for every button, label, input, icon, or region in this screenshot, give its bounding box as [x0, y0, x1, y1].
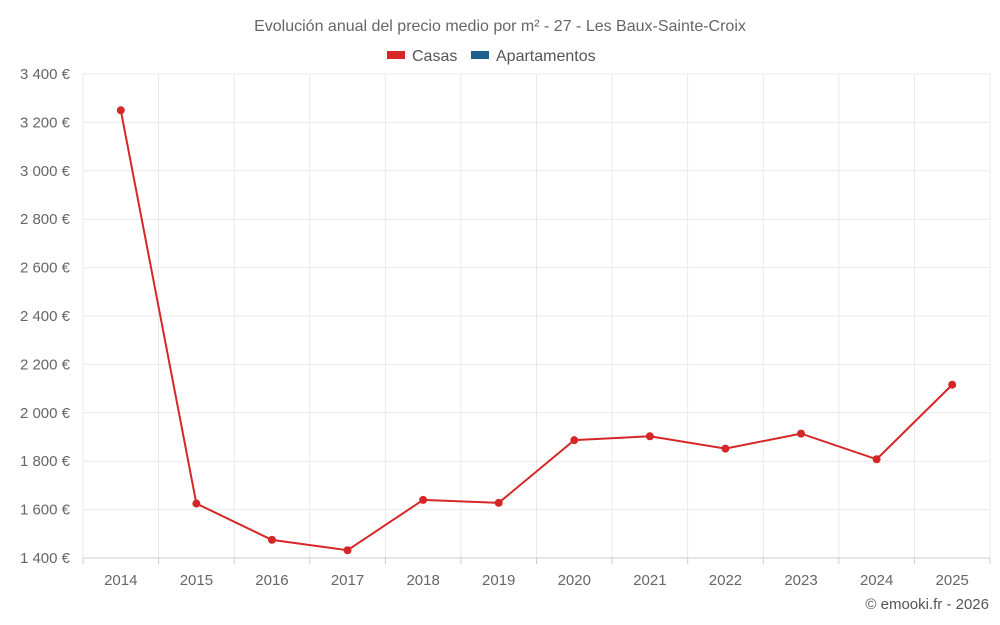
- y-axis: 1 400 € 1 600 € 1 800 € 2 000 € 2 200 € 2 400…: [20, 66, 71, 567]
- x-tick-label: 2025: [936, 572, 969, 589]
- x-tick-label: 2014: [104, 572, 137, 589]
- y-tick-label: 2 200 €: [20, 356, 71, 373]
- y-tick-label: 3 000 €: [20, 163, 71, 180]
- x-tick-label: 2017: [331, 572, 364, 589]
- series-line-casas: [119, 110, 953, 552]
- y-tick-label: 3 200 €: [20, 114, 71, 131]
- x-tick-label: 2016: [255, 572, 288, 589]
- legend-swatch-apartamentos: [471, 51, 489, 59]
- y-tick-label: 2 600 €: [20, 260, 71, 277]
- x-tick-label: 2022: [709, 572, 742, 589]
- data-point-2019[interactable]: 2019: 1628: [494, 498, 503, 507]
- grid: [82, 73, 991, 559]
- data-point-2023[interactable]: 2023: 1914: [797, 429, 806, 438]
- data-point-2025[interactable]: 2025: 2116: [948, 380, 957, 389]
- data-point-2016[interactable]: 2016: 1475: [267, 535, 276, 544]
- data-point-2014[interactable]: 2014: 3250: [116, 106, 125, 115]
- legend-swatch-casas: [387, 51, 405, 59]
- y-tick-label: 3 400 €: [20, 66, 71, 83]
- legend-label-casas[interactable]: Casas: [412, 48, 457, 65]
- x-tick-label: 2024: [860, 572, 893, 589]
- x-axis: 2014 2015 2016 2017 2018 2019 2020 2021 2022 2023…: [82, 557, 991, 589]
- data-point-2017[interactable]: 2017: 1432: [343, 546, 352, 555]
- y-tick-label: 1 600 €: [20, 502, 71, 519]
- y-tick-label: 2 800 €: [20, 211, 71, 228]
- data-point-2021[interactable]: 2021: 1903: [645, 432, 654, 441]
- x-tick-label: 2023: [784, 572, 817, 589]
- y-tick-label: 1 400 €: [20, 550, 71, 567]
- data-point-2020[interactable]: 2020: 1887: [570, 436, 579, 445]
- x-tick-label: 2019: [482, 572, 515, 589]
- y-tick-label: 2 000 €: [20, 405, 71, 422]
- legend: Casas Apartamentos: [387, 48, 596, 65]
- legend-label-apartamentos[interactable]: Apartamentos: [496, 48, 596, 65]
- x-tick-label: 2021: [633, 572, 666, 589]
- data-point-2018[interactable]: 2018: 1640: [419, 495, 428, 504]
- chart-title: Evolución anual del precio medio por m² …: [254, 18, 746, 35]
- data-point-2024[interactable]: 2024: 1808: [872, 455, 881, 464]
- y-tick-label: 1 800 €: [20, 453, 71, 470]
- y-tick-label: 2 400 €: [20, 308, 71, 325]
- data-point-2015[interactable]: 2015: 1625: [192, 499, 201, 508]
- series-casas: 2014: 3250 2015: 1625 2016: 1475 2017: 1432…: [116, 106, 957, 555]
- credit-text: © emooki.fr - 2026: [865, 596, 989, 613]
- x-tick-label: 2018: [406, 572, 439, 589]
- x-tick-label: 2015: [180, 572, 213, 589]
- x-tick-label: 2020: [558, 572, 591, 589]
- data-point-2022[interactable]: 2022: 1852: [721, 444, 730, 453]
